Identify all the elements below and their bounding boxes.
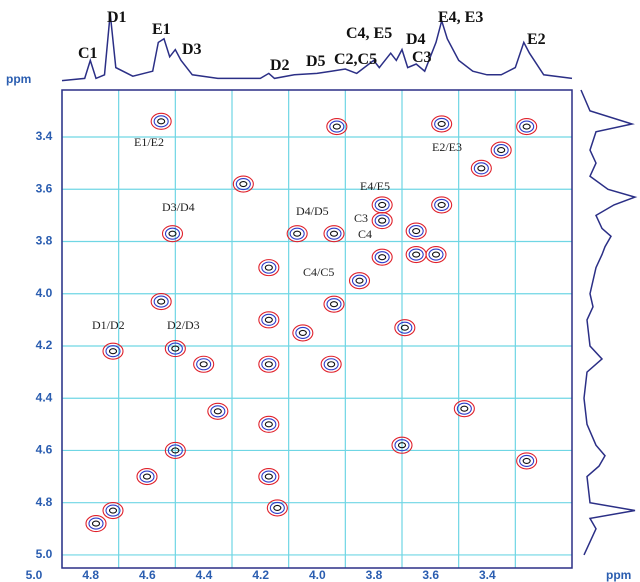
x-tick-label: 4.6 xyxy=(139,568,156,582)
peak-annotation: D4/D5 xyxy=(296,204,329,218)
x-tick-label: 3.6 xyxy=(422,568,439,582)
x-tick-label: 4.2 xyxy=(252,568,269,582)
y-tick-label: 4.2 xyxy=(36,338,53,352)
x-tick-label: 5.0 xyxy=(26,568,43,582)
y-tick-label: 3.8 xyxy=(36,234,53,248)
x-tick-label: 4.0 xyxy=(309,568,326,582)
peak-label: E2 xyxy=(527,31,546,48)
peak-label: D1 xyxy=(107,9,127,26)
peak-label: D3 xyxy=(182,41,202,58)
peak-label: D4 xyxy=(406,31,426,48)
peak-annotation: E4/E5 xyxy=(360,179,390,193)
y-tick-label: 3.6 xyxy=(36,181,53,195)
peak-annotation: E2/E3 xyxy=(432,140,462,154)
y-tick-label: 4.6 xyxy=(36,443,53,457)
peak-label: E1 xyxy=(152,21,171,38)
peak-label: D5 xyxy=(306,53,326,70)
y-tick-label: 4.0 xyxy=(36,286,53,300)
peak-annotation: C4 xyxy=(358,227,372,241)
peak-label: D2 xyxy=(270,57,290,74)
peak-label: C4, E5 xyxy=(346,25,392,42)
peak-annotation: D2/D3 xyxy=(167,318,200,332)
y-tick-label: 4.4 xyxy=(36,390,53,404)
top-axis-label: ppm xyxy=(6,72,31,86)
peak-label: C3 xyxy=(412,49,432,66)
peak-label: C1 xyxy=(78,45,98,62)
y-tick-label: 5.0 xyxy=(36,547,53,561)
peak-annotation: D3/D4 xyxy=(162,200,195,214)
peak-annotation: E1/E2 xyxy=(134,135,164,149)
top-projection xyxy=(62,14,572,81)
peak-label: E4, E3 xyxy=(438,9,483,26)
chart: ppm ppm 5.0 4.8 4.6 4.4 4.2 4.0 3.8 3.6 3.4 3.4 3.… xyxy=(0,0,640,582)
x-tick-label: 4.8 xyxy=(82,568,99,582)
x-tick-label: 3.8 xyxy=(366,568,383,582)
x-tick-label: 3.4 xyxy=(479,568,496,582)
x-axis-label: ppm xyxy=(606,568,631,582)
peak-annotation: C3 xyxy=(354,211,368,225)
peak-annotation: D1/D2 xyxy=(92,318,125,332)
y-tick-label: 4.8 xyxy=(36,495,53,509)
peak-annotation: C4/C5 xyxy=(303,265,334,279)
peak-label: C2,C5 xyxy=(334,51,377,68)
x-tick-label: 4.4 xyxy=(196,568,213,582)
plot-area xyxy=(62,90,572,568)
y-tick-label: 3.4 xyxy=(36,129,53,143)
right-projection xyxy=(581,90,635,555)
